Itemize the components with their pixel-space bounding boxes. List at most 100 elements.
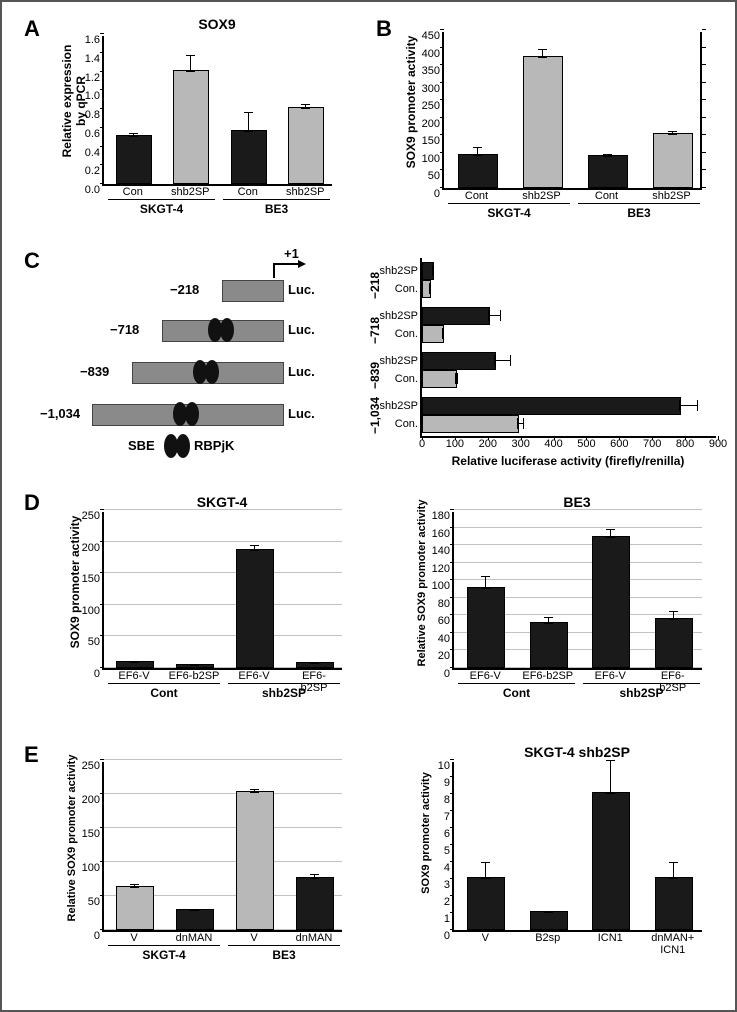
bar bbox=[288, 107, 324, 184]
ytick: 60 bbox=[438, 615, 454, 627]
panel-label-d: D bbox=[24, 490, 40, 516]
ytick: 200 bbox=[82, 794, 104, 806]
bar bbox=[116, 135, 152, 184]
chart-e1-plot: 050100150200250VdnMANVdnMANSKGT-4BE3 bbox=[102, 762, 342, 932]
xgroup-label: Cont bbox=[503, 686, 530, 700]
chart-d2-ylabel: Relative SOX9 promoter activity bbox=[416, 498, 428, 668]
xlabel: B2sp bbox=[535, 932, 560, 944]
xlabel: EF6-b2SP bbox=[169, 670, 220, 682]
promoter-length-label: −218 bbox=[170, 282, 199, 297]
xlabel: dnMAN bbox=[296, 932, 333, 944]
bar bbox=[523, 56, 563, 188]
ytick: 350 bbox=[422, 65, 444, 77]
chart-a-title: SOX9 bbox=[102, 16, 332, 32]
plus1-label: +1 bbox=[284, 246, 299, 261]
bar bbox=[467, 587, 505, 668]
chart-c-right: 0100200300400500600700800900−218shb2SPCo… bbox=[420, 258, 716, 438]
xlabel: EF6-V bbox=[470, 670, 501, 682]
ytick: 9 bbox=[444, 777, 454, 789]
bar bbox=[655, 618, 693, 668]
hbar-label: Con. bbox=[395, 283, 422, 295]
hbar-label: Con. bbox=[395, 418, 422, 430]
ytick: 200 bbox=[422, 118, 444, 130]
ytick: 140 bbox=[432, 545, 454, 557]
ytick: 50 bbox=[88, 636, 104, 648]
ytick: 80 bbox=[438, 598, 454, 610]
xlabel: dnMAN bbox=[176, 932, 213, 944]
xgroup-label: BE3 bbox=[265, 202, 288, 216]
xlabel: shb2SP bbox=[286, 186, 325, 198]
bar bbox=[588, 155, 628, 188]
ytick: 1 bbox=[444, 913, 454, 925]
xgroup-label: Cont bbox=[150, 686, 177, 700]
chart-a: SOX9 Relative expression by qPCR 0.00.20… bbox=[102, 36, 332, 186]
xlabel: EF6-V bbox=[595, 670, 626, 682]
xlabel: EF6-b2SP bbox=[522, 670, 573, 682]
ytick: 4 bbox=[444, 862, 454, 874]
ytick: 0.2 bbox=[85, 165, 104, 177]
ytick: 3 bbox=[444, 879, 454, 891]
promoter-diagram: +1 SBE RBPjK −218Luc.−718Luc.−839Luc.−1,… bbox=[46, 252, 356, 452]
ytick: 0 bbox=[434, 188, 444, 200]
chart-e2-ylabel: SOX9 promoter activity bbox=[420, 748, 432, 918]
hbar bbox=[422, 370, 457, 388]
chart-e2-plot: 012345678910VB2spICN1dnMAN+ICN1 bbox=[452, 762, 702, 932]
ytick: 0.0 bbox=[85, 184, 104, 196]
chart-d1-ylabel: SOX9 promoter activity bbox=[68, 502, 82, 662]
bar bbox=[236, 549, 274, 668]
chart-b-ylabel: SOX9 promoter activity bbox=[404, 22, 418, 182]
legend-oval-2 bbox=[176, 434, 190, 458]
luc-label: Luc. bbox=[288, 282, 315, 297]
hbar bbox=[422, 307, 490, 325]
ytick: 1.4 bbox=[85, 53, 104, 65]
xlabel: Cont bbox=[465, 190, 488, 202]
ylabel-text-1: Relative expression bbox=[60, 45, 74, 158]
xlabel: EF6-V bbox=[238, 670, 269, 682]
xlabel: shb2SP bbox=[522, 190, 561, 202]
ytick: 160 bbox=[432, 528, 454, 540]
luc-label: Luc. bbox=[288, 322, 315, 337]
bar bbox=[655, 877, 693, 930]
bar bbox=[116, 886, 154, 930]
ytick: 1.0 bbox=[85, 90, 104, 102]
xgroup-label: SKGT-4 bbox=[140, 202, 183, 216]
bar bbox=[653, 133, 693, 188]
sbe-label: SBE bbox=[128, 438, 155, 453]
promoter-length-label: −839 bbox=[80, 364, 109, 379]
promoter-length-label: −1,034 bbox=[40, 406, 80, 421]
ytick: 0.8 bbox=[85, 109, 104, 121]
bar bbox=[530, 622, 568, 668]
xgroup-label: shb2SP bbox=[619, 686, 663, 700]
ytick: 100 bbox=[82, 605, 104, 617]
ytick: 1.6 bbox=[85, 34, 104, 46]
hbar bbox=[422, 415, 519, 433]
xgroup-label: BE3 bbox=[627, 206, 650, 220]
luc-label: Luc. bbox=[288, 406, 315, 421]
ytick: 0 bbox=[444, 930, 454, 942]
ytick: 8 bbox=[444, 794, 454, 806]
hbar bbox=[422, 352, 496, 370]
chart-c-xlabel: Relative luciferase activity (firefly/re… bbox=[420, 438, 716, 468]
bar bbox=[236, 791, 274, 930]
ytick: 100 bbox=[422, 153, 444, 165]
bar bbox=[231, 130, 267, 184]
ytick: 7 bbox=[444, 811, 454, 823]
xgroup-label: BE3 bbox=[272, 948, 295, 962]
bar bbox=[176, 909, 214, 930]
chart-d2-title: BE3 bbox=[452, 494, 702, 510]
ytick: 400 bbox=[422, 48, 444, 60]
figure-page: A B C D E SOX9 Relative expression by qP… bbox=[0, 0, 737, 1012]
xlabel: Cont bbox=[595, 190, 618, 202]
rbpjk-oval bbox=[205, 360, 219, 384]
ytick: 1.2 bbox=[85, 72, 104, 84]
bar bbox=[530, 911, 568, 930]
ytick: 50 bbox=[88, 896, 104, 908]
ytick: 180 bbox=[432, 510, 454, 522]
bar bbox=[458, 154, 498, 188]
panel-label-a: A bbox=[24, 16, 40, 42]
ytick: 40 bbox=[438, 633, 454, 645]
ytick: 250 bbox=[82, 760, 104, 772]
ytick: 100 bbox=[82, 862, 104, 874]
xlabel: EF6-V bbox=[118, 670, 149, 682]
ytick: 0 bbox=[94, 930, 104, 942]
